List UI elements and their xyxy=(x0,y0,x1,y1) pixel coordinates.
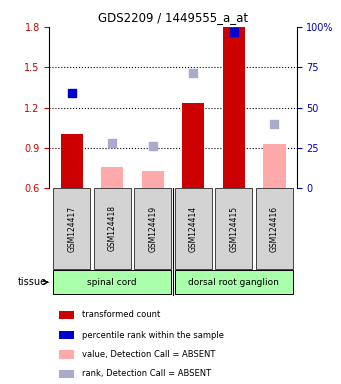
Title: GDS2209 / 1449555_a_at: GDS2209 / 1449555_a_at xyxy=(98,11,248,24)
FancyBboxPatch shape xyxy=(175,188,212,269)
Point xyxy=(272,121,277,127)
Text: dorsal root ganglion: dorsal root ganglion xyxy=(189,278,279,287)
Bar xyxy=(263,144,285,188)
Text: spinal cord: spinal cord xyxy=(87,278,137,287)
Text: percentile rank within the sample: percentile rank within the sample xyxy=(81,331,224,339)
FancyBboxPatch shape xyxy=(175,270,293,294)
Text: value, Detection Call = ABSENT: value, Detection Call = ABSENT xyxy=(81,350,215,359)
Text: transformed count: transformed count xyxy=(81,310,160,319)
Text: GSM124414: GSM124414 xyxy=(189,205,198,252)
Point xyxy=(231,29,237,35)
Text: GSM124415: GSM124415 xyxy=(229,205,238,252)
Point xyxy=(109,140,115,146)
Bar xyxy=(61,134,83,188)
Bar xyxy=(59,331,74,339)
Text: GSM124418: GSM124418 xyxy=(108,205,117,252)
Point xyxy=(191,70,196,76)
Bar xyxy=(59,370,74,378)
Bar xyxy=(59,311,74,319)
Text: GSM124419: GSM124419 xyxy=(148,205,157,252)
FancyBboxPatch shape xyxy=(134,188,172,269)
FancyBboxPatch shape xyxy=(94,188,131,269)
Text: rank, Detection Call = ABSENT: rank, Detection Call = ABSENT xyxy=(81,369,211,378)
Point xyxy=(150,143,155,149)
Text: GSM124417: GSM124417 xyxy=(67,205,76,252)
Text: GSM124416: GSM124416 xyxy=(270,205,279,252)
FancyBboxPatch shape xyxy=(215,188,252,269)
Point xyxy=(69,90,74,96)
FancyBboxPatch shape xyxy=(53,188,90,269)
FancyBboxPatch shape xyxy=(256,188,293,269)
Bar xyxy=(223,27,245,188)
Bar xyxy=(101,167,123,188)
FancyBboxPatch shape xyxy=(54,270,171,294)
Bar xyxy=(59,350,74,359)
Text: tissue: tissue xyxy=(17,277,47,287)
Bar xyxy=(142,170,164,188)
Bar xyxy=(182,104,205,188)
